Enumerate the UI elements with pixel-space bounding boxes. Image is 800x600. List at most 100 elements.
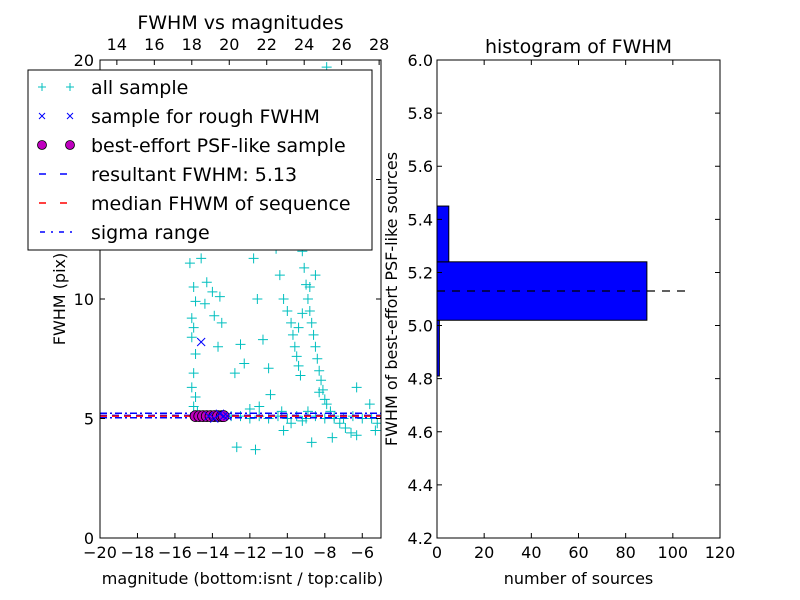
legend-entry: sample for rough FWHM: [38, 106, 320, 128]
all-sample-point: [207, 286, 218, 297]
x-tick-label: 20: [474, 543, 494, 562]
all-sample-point: [370, 425, 381, 436]
legend: all sample sample for rough FWHM best-effo…: [27, 69, 373, 251]
all-sample-point: [314, 365, 325, 376]
all-sample-point: [257, 334, 268, 345]
rough-sample-point: [204, 411, 214, 421]
top-x-tick-label: 22: [257, 35, 277, 54]
all-sample-point: [282, 305, 293, 316]
all-sample-point: [340, 423, 351, 434]
x-axis-label: number of sources: [504, 569, 654, 588]
all-sample-point: [364, 399, 375, 410]
x-marker-icon: [66, 112, 74, 120]
all-sample-point: [265, 389, 276, 400]
all-sample-point: [316, 375, 327, 386]
y-tick-label: 6.0: [408, 51, 433, 70]
y-tick-label: 5.4: [408, 210, 433, 229]
all-sample-point: [299, 262, 310, 273]
top-x-tick-label: 28: [369, 35, 389, 54]
x-tick-label: −18: [121, 543, 155, 562]
y-tick-label: 4.4: [408, 476, 433, 495]
all-sample-point: [252, 294, 263, 304]
all-sample-point: [321, 399, 332, 410]
all-sample-point: [184, 258, 195, 269]
legend-entry: best-effort PSF-like sample: [37, 135, 346, 157]
x-axis-label: magnitude (bottom:isnt / top:calib): [102, 569, 383, 588]
all-sample-point: [274, 270, 285, 281]
x-tick-label: 100: [658, 543, 689, 562]
all-sample-point: [190, 391, 201, 402]
all-sample-point: [314, 387, 325, 398]
legend-box: [27, 69, 373, 251]
all-sample-point: [213, 341, 224, 352]
all-sample-point: [304, 282, 315, 293]
legend-entry: median FHWM of sequence: [39, 193, 351, 215]
circle-marker-icon: [37, 140, 47, 150]
chart-title: FWHM vs magnitudes: [137, 12, 343, 34]
histogram-plot: 0 20 40 60 80 100 120 4.2 4.4 4.6 4.8 5.0 5.2 5.4 5.6 5…: [382, 36, 735, 588]
all-sample-point: [188, 322, 199, 333]
legend-label: resultant FWHM: 5.13: [91, 164, 297, 186]
x-tick-label: −6: [350, 543, 374, 562]
all-sample-point: [306, 437, 317, 448]
y-axis-label: FWHM (pix): [50, 253, 69, 346]
y-tick-label: 5.0: [408, 317, 433, 336]
x-marker-icon: [38, 112, 46, 120]
all-sample-point: [214, 291, 225, 302]
all-sample-point: [346, 427, 357, 438]
y-tick-label: 4.2: [408, 529, 433, 548]
all-sample-point: [201, 277, 212, 288]
x-tick-label: −8: [313, 543, 337, 562]
x-tick-label: 120: [705, 543, 736, 562]
legend-label: median FHWM of sequence: [91, 193, 351, 215]
all-sample-point: [297, 415, 308, 426]
all-sample-point: [186, 313, 197, 324]
top-x-tick-label: 18: [182, 35, 202, 54]
all-sample-point: [293, 360, 304, 371]
x-tick-label: 40: [521, 543, 541, 562]
all-sample-point: [186, 382, 197, 393]
all-sample-point: [278, 294, 289, 304]
all-sample-point: [231, 442, 242, 453]
all-sample-point: [308, 329, 319, 340]
all-sample-point: [250, 444, 261, 455]
y-tick-label: 5.8: [408, 104, 433, 123]
rough-sample-point: [209, 414, 219, 423]
y-tick-label: 20: [74, 51, 94, 70]
all-sample-point: [248, 253, 259, 264]
x-tick-label: 60: [568, 543, 588, 562]
top-x-tick-label: 20: [219, 35, 239, 54]
all-sample-point: [278, 425, 289, 436]
legend-label: best-effort PSF-like sample: [91, 135, 346, 157]
top-x-tick-label: 24: [294, 35, 314, 54]
all-sample-point: [302, 294, 313, 304]
all-sample-point: [216, 317, 227, 328]
all-sample-point: [235, 339, 246, 350]
all-sample-point: [295, 370, 306, 381]
all-sample-point: [239, 358, 250, 369]
all-sample-point: [304, 305, 315, 316]
all-sample-point: [327, 432, 338, 443]
y-tick-label: 5.2: [408, 263, 433, 282]
legend-entry: sigma range: [40, 222, 210, 244]
all-sample-point: [254, 401, 265, 412]
all-sample-point: [229, 368, 240, 379]
all-sample-point: [289, 341, 300, 352]
y-tick-label: 4.8: [408, 370, 433, 389]
all-sample-point: [293, 322, 304, 333]
all-sample-point: [291, 351, 302, 362]
histogram-bar: [436, 205, 450, 263]
legend-label: sigma range: [91, 222, 210, 244]
legend-entry: resultant FWHM: 5.13: [39, 164, 297, 186]
x-tick-label: −14: [196, 543, 230, 562]
x-tick-label: −20: [83, 543, 117, 562]
all-sample-point: [244, 403, 255, 414]
all-sample-point: [287, 329, 298, 340]
y-tick-label: 5: [84, 410, 94, 429]
rough-sample-point: [223, 411, 232, 421]
all-sample-point: [188, 282, 199, 293]
all-sample-point: [196, 253, 207, 264]
all-sample-point: [312, 353, 323, 364]
y-tick-label: 5.6: [408, 157, 433, 176]
